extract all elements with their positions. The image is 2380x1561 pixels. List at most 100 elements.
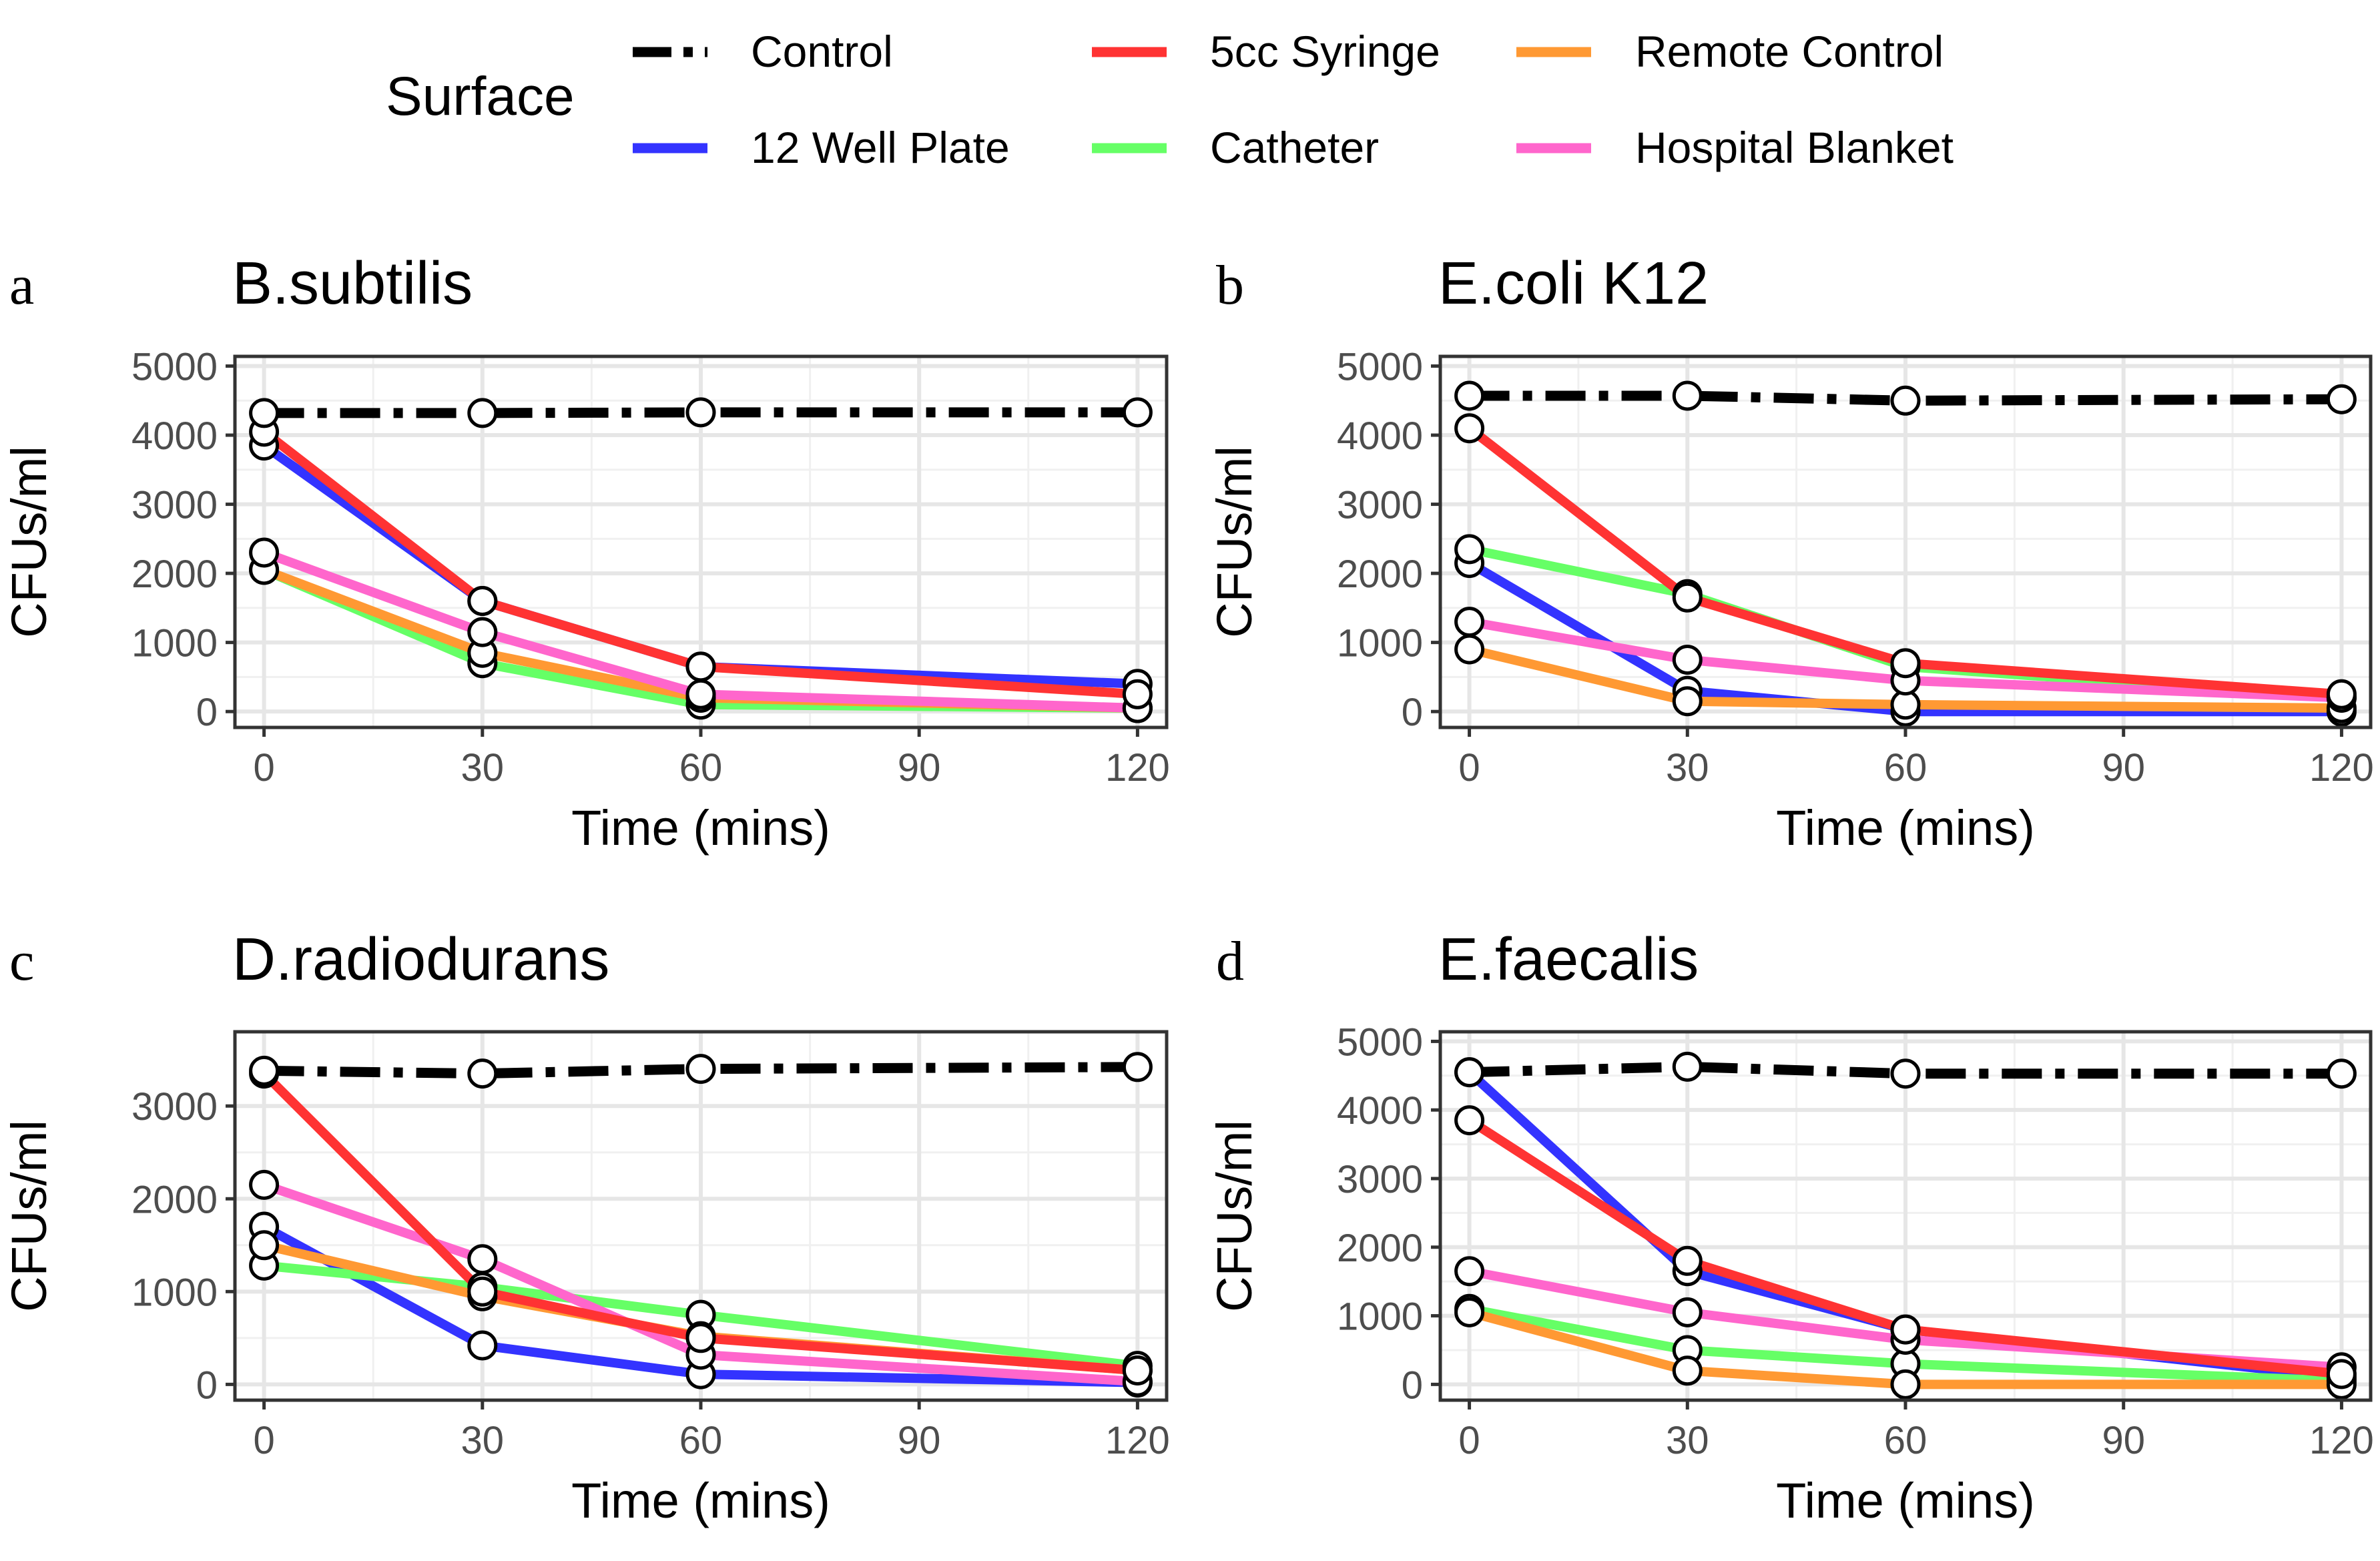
legend-label-wellplate: 12 Well Plate [751, 123, 1010, 172]
y-tick-label: 3000 [131, 1085, 218, 1129]
data-point-control [1890, 385, 1921, 416]
series-line-blanket [262, 548, 1138, 713]
data-point-syringe [1122, 679, 1153, 709]
data-point-control [1454, 380, 1485, 411]
legend-item-catheter: Catheter [1092, 123, 1379, 172]
x-tick-label: 60 [679, 746, 723, 790]
legend-label-control: Control [751, 27, 893, 76]
panel-title: B.subtilis [232, 250, 473, 317]
x-tick-label: 120 [1105, 1419, 1170, 1462]
y-tick-label: 3000 [1337, 484, 1423, 527]
panel-letter-c: c [9, 930, 34, 992]
legend-label-catheter: Catheter [1210, 123, 1379, 172]
series-line-control [1469, 1061, 2342, 1079]
x-tick-label: 120 [1105, 746, 1170, 790]
y-tick-label: 1000 [1337, 1295, 1423, 1339]
panel-title: D.radiodurans [232, 926, 609, 993]
data-point-blanket [249, 1169, 280, 1200]
series-line-syringe [1466, 1116, 2343, 1379]
panel-a: a B.subtilis 0 30 60 90 120 0 1000 2000 3000 4000 50… [1, 250, 1170, 856]
y-tick-label: 5000 [1337, 1020, 1423, 1064]
data-point-blanket [1454, 607, 1485, 637]
y-axis-title: CFUs/ml [1207, 1120, 1262, 1312]
y-axis-title: CFUs/ml [1207, 446, 1262, 638]
x-tick-label: 0 [1458, 1419, 1480, 1462]
data-point-blanket [1454, 1256, 1485, 1287]
series-line-control [264, 1062, 1138, 1079]
x-tick-label: 0 [1458, 746, 1480, 790]
data-point-syringe [1454, 413, 1485, 444]
y-tick-label: 5000 [131, 345, 218, 388]
legend-label-remote: Remote Control [1635, 27, 1944, 76]
data-point-remote [1890, 1369, 1921, 1399]
data-point-control [2326, 384, 2357, 414]
data-point-syringe [685, 1323, 716, 1353]
x-tick-label: 60 [679, 1419, 723, 1462]
y-axis-title: CFUs/ml [1, 446, 57, 638]
panel-b: b E.coli K12 0 30 60 90 120 0 1000 2000 3000 4000 50… [1207, 250, 2374, 856]
series-line-blanket [262, 1180, 1138, 1387]
y-tick-label: 2000 [1337, 553, 1423, 596]
y-axis-title: CFUs/ml [1, 1120, 57, 1312]
x-tick-label: 0 [253, 746, 274, 790]
y-tick-label: 1000 [131, 1271, 218, 1314]
legend-label-blanket: Hospital Blanket [1635, 123, 1954, 172]
series-line-wellplate [262, 1222, 1138, 1387]
x-axis-title: Time (mins) [571, 1473, 830, 1528]
data-point-syringe [685, 651, 716, 682]
data-point-control [685, 1054, 716, 1084]
data-point-remote [1454, 634, 1485, 665]
y-tick-label: 0 [196, 1363, 218, 1407]
data-point-control [1122, 1052, 1153, 1082]
legend: Surface Control 5cc Syringe Remote Contr… [386, 27, 1954, 172]
data-point-control [685, 397, 716, 428]
data-point-control [2326, 1058, 2357, 1089]
data-point-control [249, 1055, 280, 1086]
data-point-remote [1672, 1355, 1703, 1386]
y-tick-label: 3000 [131, 484, 218, 527]
y-tick-label: 3000 [1337, 1158, 1423, 1201]
data-point-control [467, 1058, 498, 1089]
data-point-blanket [249, 537, 280, 568]
y-tick-label: 2000 [1337, 1227, 1423, 1270]
data-point-control [1672, 1051, 1703, 1082]
x-tick-label: 120 [2309, 1419, 2374, 1462]
series-line-catheter [263, 1261, 1139, 1371]
legend-label-syringe: 5cc Syringe [1210, 27, 1440, 76]
series-line-blanket [1468, 617, 2342, 703]
x-axis-title: Time (mins) [1776, 800, 2035, 856]
data-point-control [249, 398, 280, 428]
panel-title: E.faecalis [1438, 926, 1699, 993]
panel-letter-b: b [1216, 254, 1244, 316]
data-point-wellplate [467, 1330, 498, 1361]
x-tick-label: 30 [1666, 1419, 1709, 1462]
data-point-blanket [1672, 1297, 1703, 1327]
y-tick-label: 0 [196, 691, 218, 734]
legend-item-remote: Remote Control [1516, 27, 1944, 76]
data-point-syringe [2326, 1359, 2357, 1389]
series-line-catheter [1468, 1304, 2342, 1386]
data-point-blanket [1672, 645, 1703, 675]
series-line-remote [1468, 645, 2342, 713]
data-point-control [1672, 380, 1703, 411]
y-tick-label: 4000 [1337, 1089, 1423, 1133]
x-axis-title: Time (mins) [571, 800, 830, 856]
x-tick-label: 90 [898, 1419, 941, 1462]
data-point-syringe [1454, 1105, 1485, 1136]
y-tick-label: 0 [1402, 1363, 1423, 1407]
series-line-syringe [1466, 424, 2342, 699]
y-tick-label: 2000 [131, 553, 218, 596]
data-point-control [1890, 1058, 1921, 1089]
data-point-remote [249, 1230, 280, 1261]
panel-title: E.coli K12 [1438, 250, 1709, 317]
y-tick-label: 4000 [1337, 414, 1423, 458]
panel-letter-d: d [1216, 930, 1244, 992]
series-line-syringe [261, 428, 1138, 699]
y-tick-label: 5000 [1337, 345, 1423, 388]
x-tick-label: 60 [1884, 746, 1927, 790]
x-tick-label: 0 [253, 1419, 274, 1462]
legend-item-control: Control [633, 27, 893, 76]
x-tick-label: 90 [2102, 746, 2145, 790]
legend-item-blanket: Hospital Blanket [1516, 123, 1954, 172]
